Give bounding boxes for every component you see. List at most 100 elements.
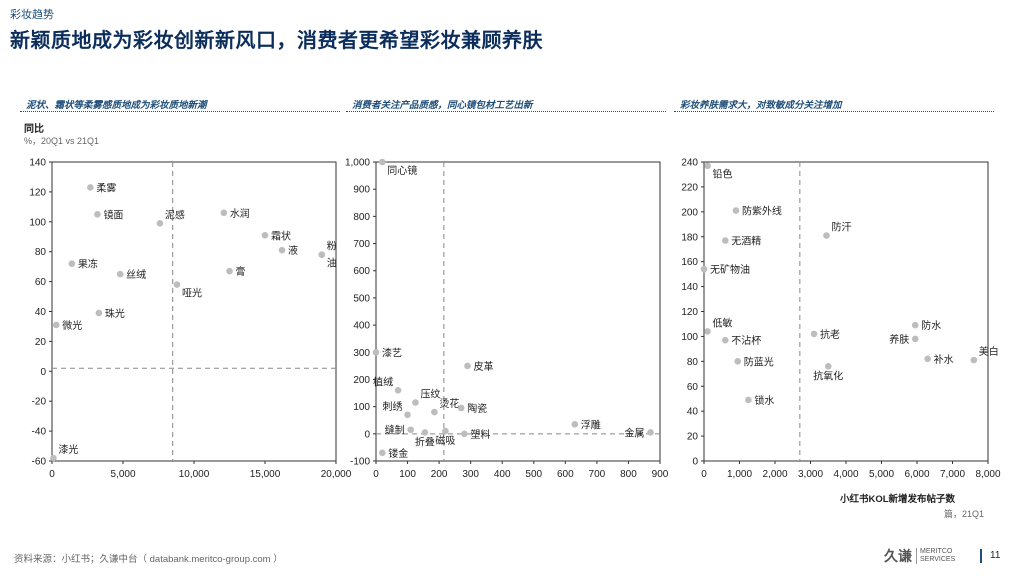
data-point-label: 金属: [625, 426, 645, 439]
data-point: [407, 426, 415, 434]
data-point-label: 防水: [921, 319, 941, 332]
data-point: [700, 265, 708, 273]
data-point: [52, 321, 60, 329]
data-point: [722, 237, 729, 244]
data-point: [116, 270, 124, 278]
data-point: [457, 404, 465, 412]
panel-heading-texture: 泥状、霜状等柔雾感质地成为彩妆质地新潮: [26, 100, 207, 111]
y-tick-label: 0: [40, 367, 46, 378]
data-point-label: 抗老: [820, 328, 840, 341]
y-tick-label: -40: [32, 427, 47, 438]
data-point-label: 微光: [62, 319, 82, 332]
data-point-label: 镂金: [388, 447, 408, 460]
data-point: [372, 348, 380, 356]
logo-en-line1: MERITCO: [920, 548, 953, 555]
data-point-label: 膏: [236, 265, 246, 278]
x-tick-label: 900: [652, 469, 669, 480]
y-tick-label: 120: [681, 307, 698, 318]
data-point-label: 哑光: [182, 287, 202, 300]
data-point: [970, 356, 978, 364]
y-tick-label: 100: [681, 332, 698, 343]
data-point-label: 漆艺: [382, 346, 402, 359]
x-tick-label: 2,000: [762, 469, 787, 480]
chart-texture: -60 -40 -20 0 20 40 60 80 100 120 140 0 5,000 10,000 1…: [29, 158, 351, 481]
data-point: [379, 158, 386, 166]
data-point-label: 缝制: [385, 424, 405, 437]
data-point-label: 养肤: [889, 333, 909, 346]
plot-frame: [375, 161, 661, 462]
data-point-label: 油: [327, 257, 337, 270]
data-point-label: 无矿物油: [710, 263, 750, 276]
y-axis-unit: %，20Q1 vs 21Q1: [24, 136, 100, 146]
section-tag: 彩妆趋势: [10, 9, 54, 21]
data-point: [442, 427, 449, 435]
data-point: [704, 162, 711, 170]
y-tick-label: 220: [681, 182, 698, 193]
data-point: [261, 231, 269, 239]
data-point: [50, 454, 57, 462]
y-tick-label: 0: [692, 457, 698, 468]
y-tick-label: 20: [35, 337, 47, 348]
x-tick-label: 500: [525, 469, 542, 480]
panel-heading-skincare: 彩妆养肤需求大，对致敏成分关注增加: [680, 100, 842, 111]
data-point-label: 漆光: [58, 443, 78, 456]
panel-heading-packaging: 消费者关注产品质感，同心镜包材工艺出新: [352, 100, 533, 111]
x-tick-label: 800: [620, 469, 637, 480]
data-point-label: 水润: [230, 207, 250, 220]
x-tick-label: 600: [557, 469, 574, 480]
x-tick-label: 0: [373, 469, 379, 480]
y-tick-label: 240: [681, 158, 698, 169]
x-tick-label: 10,000: [179, 469, 210, 480]
data-point: [173, 281, 181, 288]
y-tick-label: 60: [687, 382, 699, 393]
y-tick-label: 900: [353, 185, 370, 196]
data-point-label: 磁吸: [435, 434, 455, 447]
data-point-label: 泥感: [165, 208, 185, 221]
source-note: 资料来源：小红书；久谦中台（ databank.meritco-group.co…: [14, 554, 283, 565]
meritco-logo: 久谦 MERITCO SERVICES: [884, 546, 955, 566]
logo-cn-text: 久谦: [884, 548, 912, 564]
data-point-label: 美白: [979, 345, 999, 358]
x-tick-label: 5,000: [869, 469, 894, 480]
y-tick-label: 400: [353, 321, 370, 332]
y-tick-label: 1,000: [345, 158, 370, 169]
x-tick-label: 1,000: [727, 469, 752, 480]
data-point-label: 刺绣: [383, 400, 403, 413]
y-tick-label: 100: [353, 402, 370, 413]
x-tick-label: 200: [431, 469, 448, 480]
panel-heading-underline: [346, 111, 666, 112]
data-point-label: 液: [288, 244, 298, 257]
data-point: [732, 207, 740, 214]
data-point-label: 粉: [327, 240, 337, 253]
data-point: [95, 309, 103, 317]
x-tick-label: 300: [462, 469, 479, 480]
y-tick-label: 500: [353, 293, 370, 304]
data-point: [823, 232, 830, 239]
data-point: [404, 411, 411, 419]
page-title: 新颖质地成为彩妆创新新风口，消费者更希望彩妆兼顾养肤: [10, 30, 543, 52]
y-tick-label: 300: [353, 348, 370, 359]
x-axis-unit: 篇，21Q1: [944, 509, 985, 519]
data-point-label: 铅色: [713, 168, 733, 181]
y-tick-label: 80: [35, 247, 47, 258]
y-tick-label: 80: [687, 357, 699, 368]
x-tick-label: 400: [494, 469, 511, 480]
data-point-label: 烫花: [439, 397, 459, 410]
data-point: [704, 328, 711, 335]
y-tick-label: 180: [681, 232, 698, 243]
x-tick-label: 5,000: [110, 469, 135, 480]
data-point: [745, 396, 752, 404]
data-point-label: 镜面: [103, 208, 123, 221]
data-point: [226, 267, 233, 275]
logo-en-text: MERITCO SERVICES: [916, 548, 955, 564]
data-point-label: 塑料: [470, 428, 490, 441]
y-tick-label: 60: [35, 277, 47, 288]
y-tick-label: 800: [353, 212, 370, 223]
plot-frame: [51, 161, 337, 462]
data-point-label: 低敏: [713, 316, 733, 329]
y-tick-label: 160: [681, 257, 698, 268]
data-point-label: 不沾杯: [731, 334, 761, 347]
panel-heading-underline: [674, 111, 994, 112]
